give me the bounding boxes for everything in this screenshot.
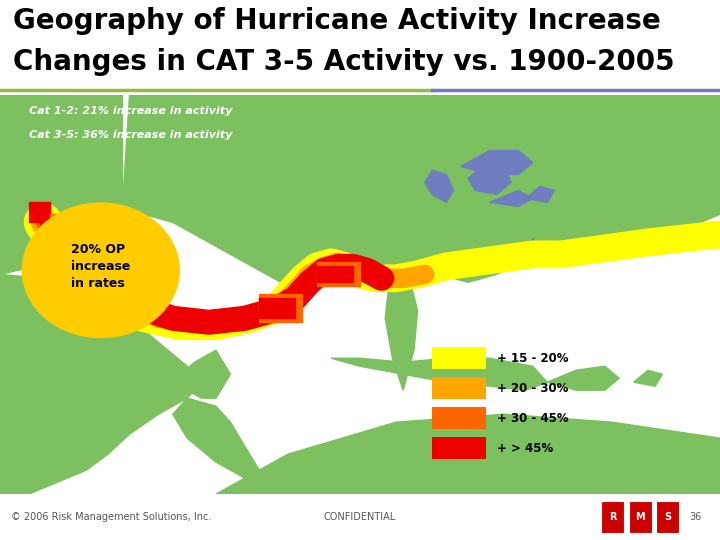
Text: R: R	[609, 512, 616, 522]
Text: + 30 - 45%: + 30 - 45%	[497, 411, 568, 424]
Polygon shape	[29, 202, 50, 222]
Polygon shape	[173, 350, 230, 398]
Polygon shape	[0, 274, 202, 494]
Polygon shape	[490, 191, 533, 206]
Polygon shape	[547, 366, 619, 390]
Text: Cat 1-2: 21% increase in activity: Cat 1-2: 21% increase in activity	[29, 106, 233, 117]
FancyBboxPatch shape	[601, 501, 624, 533]
Text: + 15 - 20%: + 15 - 20%	[497, 352, 568, 365]
FancyBboxPatch shape	[432, 347, 486, 369]
Polygon shape	[385, 271, 418, 390]
Text: M: M	[635, 512, 645, 522]
Polygon shape	[0, 94, 122, 274]
Text: + 20 - 30%: + 20 - 30%	[497, 382, 568, 395]
Polygon shape	[216, 414, 720, 494]
Polygon shape	[526, 186, 554, 202]
Polygon shape	[529, 238, 536, 258]
Text: 36: 36	[690, 512, 702, 522]
Polygon shape	[331, 358, 547, 390]
Text: + > 45%: + > 45%	[497, 442, 553, 455]
FancyBboxPatch shape	[432, 407, 486, 429]
Ellipse shape	[22, 202, 180, 338]
Polygon shape	[634, 370, 662, 386]
Text: Changes in CAT 3-5 Activity vs. 1900-2005: Changes in CAT 3-5 Activity vs. 1900-200…	[13, 48, 675, 76]
Polygon shape	[468, 166, 511, 194]
Text: S: S	[664, 512, 671, 522]
Text: © 2006 Risk Management Solutions, Inc.: © 2006 Risk Management Solutions, Inc.	[11, 512, 211, 522]
Text: Cat 3-5: 36% increase in activity: Cat 3-5: 36% increase in activity	[29, 131, 233, 140]
Polygon shape	[317, 266, 353, 282]
FancyBboxPatch shape	[432, 377, 486, 399]
Polygon shape	[259, 298, 295, 318]
Polygon shape	[461, 151, 533, 174]
Polygon shape	[173, 398, 259, 478]
Text: CONFIDENTIAL: CONFIDENTIAL	[324, 512, 396, 522]
FancyBboxPatch shape	[656, 501, 679, 533]
Text: 20% OP
increase
in rates: 20% OP increase in rates	[71, 243, 130, 290]
FancyBboxPatch shape	[432, 437, 486, 459]
Polygon shape	[425, 171, 454, 202]
Text: Geography of Hurricane Activity Increase: Geography of Hurricane Activity Increase	[13, 7, 661, 35]
Polygon shape	[50, 214, 72, 231]
Polygon shape	[317, 262, 360, 286]
Polygon shape	[259, 294, 302, 322]
FancyBboxPatch shape	[629, 501, 652, 533]
Polygon shape	[122, 94, 720, 286]
